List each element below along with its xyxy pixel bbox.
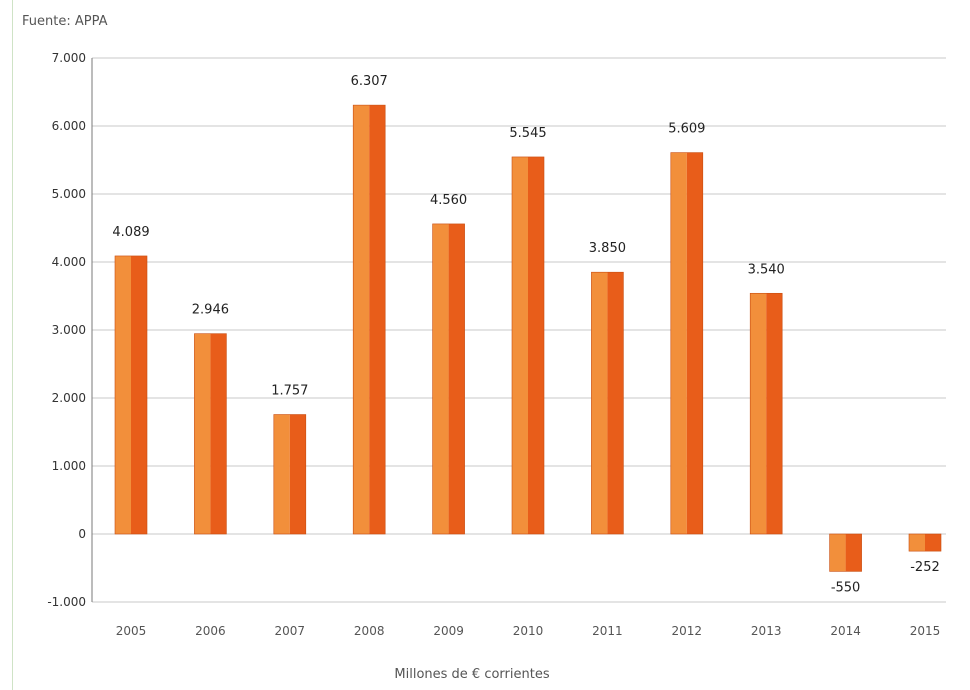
data-label: 5.609 [668,122,705,137]
bar-outline [591,271,624,535]
bar-outline [114,255,148,535]
bar-right-half [686,152,703,534]
bar-outline [829,533,862,572]
bar-right-half [528,156,544,534]
bar-left-half [194,333,211,534]
x-tick-label: 2005 [116,624,147,638]
bar-right-half [845,534,862,572]
bar-outline [749,292,783,535]
bar-outline [352,104,386,535]
data-label: -252 [910,560,940,575]
y-tick-label: 0 [78,527,86,541]
bar-left-half [829,534,846,572]
bar-right-half [369,105,386,535]
x-tick-label: 2012 [672,624,703,638]
data-label: 1.757 [271,384,308,399]
bar-right-half [448,223,465,535]
bar-left-half [115,255,131,534]
bar-right-half [289,414,306,534]
y-tick-label: 1.000 [52,459,86,473]
bar-left-half [353,105,370,535]
frame-border-line [12,0,13,690]
source-label: Fuente: APPA [22,14,108,29]
data-label: 3.850 [589,241,626,256]
bar-left-half [512,156,528,534]
x-tick-label: 2008 [354,624,385,638]
bar-left-half [909,534,925,552]
bar-outline [194,333,227,535]
x-tick-label: 2009 [433,624,464,638]
x-tick-label: 2011 [592,624,623,638]
x-axis-title: Millones de € corrientes [394,667,549,682]
y-tick-label: 4.000 [52,255,86,269]
bar-outline [273,414,307,535]
bar-right-half [766,293,783,534]
y-tick-label: -1.000 [47,595,86,609]
x-tick-label: 2010 [513,624,544,638]
x-tick-label: 2014 [830,624,861,638]
data-label: -550 [831,580,861,595]
data-label: 4.089 [112,225,149,240]
y-tick-label: 2.000 [52,391,86,405]
bar-right-half [925,534,941,552]
bar-outline [670,152,704,535]
x-tick-label: 2013 [751,624,782,638]
bar-left-half [432,223,449,535]
bar-right-half [131,255,147,534]
bar-outline [908,533,942,552]
bar-left-half [591,272,608,534]
data-label: 5.545 [509,126,546,141]
y-tick-label: 7.000 [52,51,86,65]
bar-left-half [750,293,767,534]
data-label: 6.307 [351,74,388,89]
bar-outline [511,156,545,535]
data-label: 2.946 [192,303,229,318]
y-tick-label: 5.000 [52,187,86,201]
bar-left-half [670,152,687,534]
bar-outline [432,223,465,535]
bar-right-half [607,272,624,534]
x-tick-label: 2007 [275,624,306,638]
x-tick-label: 2006 [195,624,226,638]
data-label: 3.540 [748,262,785,277]
y-tick-label: 3.000 [52,323,86,337]
bar-left-half [273,414,290,534]
y-tick-label: 6.000 [52,119,86,133]
data-label: 4.560 [430,193,467,208]
bar-right-half [210,333,227,534]
x-tick-label: 2015 [910,624,941,638]
